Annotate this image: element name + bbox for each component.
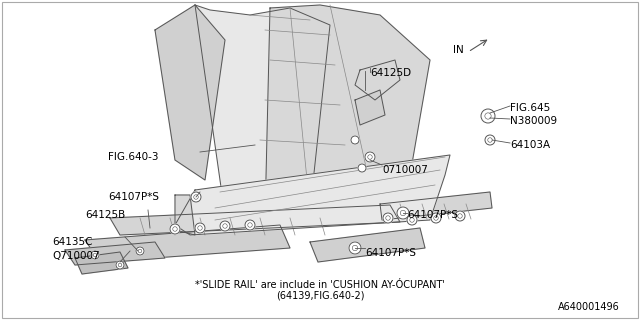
Text: 0710007: 0710007 [382,165,428,175]
Circle shape [407,215,417,225]
Circle shape [383,213,393,223]
Polygon shape [310,228,425,262]
Text: 64107P*S: 64107P*S [108,192,159,202]
Polygon shape [380,192,492,220]
Text: 64107P*S: 64107P*S [365,248,416,258]
Circle shape [220,221,230,231]
Polygon shape [85,225,290,262]
Text: *'SLIDE RAIL' are include in 'CUSHION AY-ÓCUPANT': *'SLIDE RAIL' are include in 'CUSHION AY… [195,280,445,290]
Circle shape [191,192,201,202]
Circle shape [349,242,361,254]
Circle shape [170,224,180,234]
Circle shape [91,251,99,259]
Polygon shape [265,5,430,220]
Text: 64125B: 64125B [85,210,125,220]
Text: 64107P*S: 64107P*S [407,210,458,220]
Circle shape [136,247,144,255]
Text: (64139,FIG.640-2): (64139,FIG.640-2) [276,291,364,301]
Text: 64103A: 64103A [510,140,550,150]
Polygon shape [75,252,128,274]
Text: Q710007: Q710007 [52,251,100,261]
Text: 64135C: 64135C [52,237,93,247]
Circle shape [481,109,495,123]
Text: A640001496: A640001496 [558,302,620,312]
Text: FIG.640-3: FIG.640-3 [108,152,159,162]
Polygon shape [110,205,400,235]
Text: 64125D: 64125D [370,68,411,78]
Circle shape [351,136,359,144]
Text: N380009: N380009 [510,116,557,126]
Polygon shape [65,242,165,265]
Text: FIG.645: FIG.645 [510,103,550,113]
Text: IN: IN [453,45,464,55]
Circle shape [245,220,255,230]
Polygon shape [355,90,385,125]
Polygon shape [175,155,450,235]
Circle shape [397,207,409,219]
Polygon shape [195,5,330,220]
Circle shape [485,135,495,145]
Circle shape [365,152,375,162]
Circle shape [116,261,124,269]
Circle shape [195,223,205,233]
Circle shape [431,213,441,223]
Polygon shape [175,195,195,235]
Polygon shape [355,60,400,100]
Polygon shape [155,5,225,180]
Circle shape [358,164,366,172]
Circle shape [455,211,465,221]
